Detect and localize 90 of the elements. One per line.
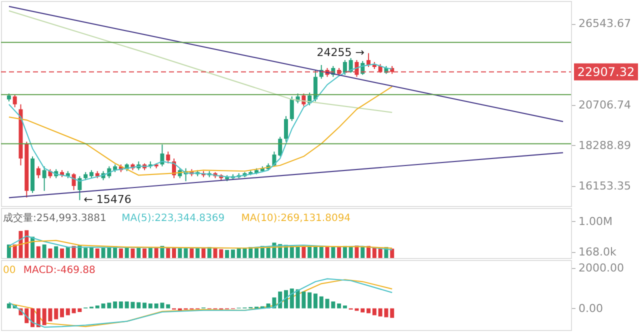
bar (190, 248, 194, 258)
bar (113, 301, 118, 308)
bar (360, 308, 365, 312)
bar (178, 248, 182, 258)
bar (42, 244, 46, 258)
bar (360, 247, 365, 258)
bar (378, 248, 382, 258)
bar (130, 248, 135, 258)
bar (60, 308, 64, 318)
bar (54, 308, 58, 320)
bar (308, 246, 312, 258)
bar (66, 308, 70, 316)
bar (30, 308, 35, 328)
bar (36, 308, 40, 328)
bar (72, 246, 76, 258)
bar (278, 292, 282, 308)
y-tick-label: 168.0k (578, 245, 617, 258)
bar (118, 248, 123, 258)
bar (142, 302, 147, 308)
y-tick-label: 16153.35 (578, 180, 631, 193)
bar (36, 246, 40, 258)
bar (313, 294, 318, 308)
bar (142, 248, 147, 258)
bar (230, 250, 235, 258)
bar (89, 247, 94, 258)
bar (196, 248, 200, 258)
bar (284, 290, 288, 308)
bar (84, 248, 88, 258)
bar (325, 247, 330, 258)
text: 00 (3, 265, 16, 276)
bar (124, 247, 129, 258)
bar (390, 308, 394, 318)
text: MA(10):269,131.8094 (241, 213, 351, 224)
bar (201, 248, 206, 258)
series-label: 成交量:254,993.3881 (3, 212, 106, 224)
bar (337, 247, 342, 258)
y-tick-label: 18288.89 (578, 139, 631, 152)
bar (66, 247, 70, 258)
bar (225, 250, 230, 258)
bar (366, 308, 371, 314)
line-series (8, 240, 393, 249)
y-tick-label: 1.00M (578, 214, 612, 228)
bar (313, 246, 318, 258)
bar (372, 308, 376, 316)
bar (290, 246, 294, 258)
bar (319, 246, 324, 258)
bar (390, 248, 394, 258)
bar (95, 248, 100, 258)
bar (354, 246, 359, 258)
bar (154, 247, 158, 258)
y-tick-label: 2000.00 (578, 261, 624, 274)
bar (148, 303, 152, 308)
bar (172, 248, 176, 258)
bar (348, 246, 353, 258)
bar (60, 248, 64, 258)
bar (118, 301, 123, 308)
bar (6, 244, 11, 258)
bar (148, 248, 152, 258)
bar (319, 296, 324, 308)
bar (78, 246, 82, 258)
annotation: 24255 → (316, 46, 365, 60)
bar (302, 246, 306, 258)
bar (136, 302, 141, 308)
bar (342, 246, 347, 258)
bar (366, 246, 371, 258)
bar (331, 246, 336, 258)
bar (48, 248, 52, 258)
bar (24, 230, 29, 258)
y-tick-label: 26543.67 (578, 17, 631, 30)
bar (95, 306, 100, 308)
bar (184, 248, 188, 258)
bar (337, 303, 342, 308)
ref-line-label: 22907.32 (577, 64, 635, 79)
line-series (8, 86, 393, 176)
bar (372, 248, 376, 258)
bar (290, 288, 294, 308)
bar (136, 247, 141, 258)
y-tick-label: 20706.74 (578, 98, 631, 112)
bar (308, 292, 312, 308)
bar (296, 246, 300, 258)
bar (54, 246, 58, 258)
annotation: ← 15476 (84, 193, 132, 206)
text: MACD:-469.88 (23, 265, 96, 276)
bar (166, 247, 170, 258)
bar (160, 246, 164, 258)
bar (6, 303, 11, 308)
bar (342, 306, 347, 308)
y-tick-label: 0.00 (578, 302, 603, 315)
bar (166, 304, 170, 308)
text: MA(5):223,344.8369 (122, 213, 225, 224)
